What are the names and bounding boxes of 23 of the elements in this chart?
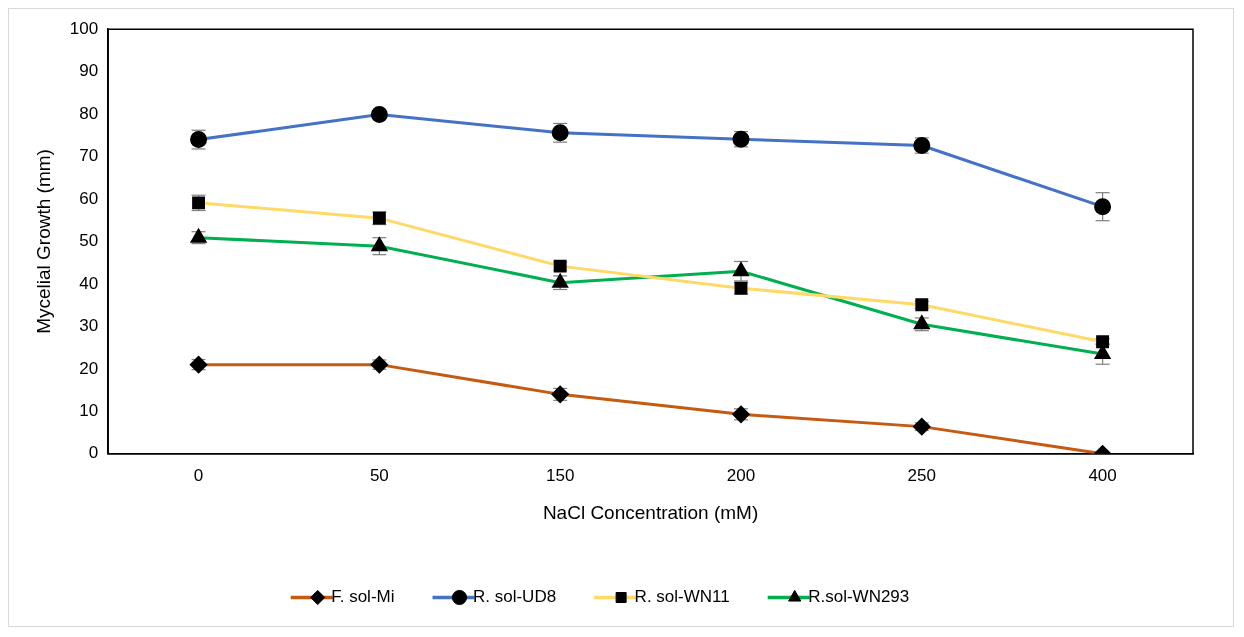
y-tick-label: 10 [79,401,99,421]
y-tick-label: 20 [79,358,99,378]
y-tick-label: 90 [79,61,99,81]
y-tick-label: 50 [79,231,99,251]
y-axis-title: Mycelial Growth (mm) [32,149,54,334]
x-tick-label: 50 [369,465,389,485]
legend-label: R.sol-WN293 [808,587,910,607]
x-tick-label: 150 [545,465,575,485]
x-tick-label: 0 [193,465,204,485]
y-tick-label: 0 [88,443,99,463]
x-tick-label: 250 [907,465,936,485]
y-tick-label: 60 [79,188,99,208]
y-tick-label: 70 [79,146,99,166]
y-tick-label: 30 [79,316,99,336]
y-tick-label: 40 [79,273,99,293]
x-tick-label: 400 [1088,465,1117,485]
legend-label: R. sol-UD8 [472,587,557,607]
y-tick-label: 80 [79,103,99,123]
x-tick-label: 200 [726,465,756,485]
legend-label: R. sol-WN11 [634,587,730,607]
y-tick-label: 100 [69,18,99,38]
legend-label: F. sol-Mi [331,587,395,607]
x-axis-title: NaCl Concentration (mM) [542,501,759,523]
